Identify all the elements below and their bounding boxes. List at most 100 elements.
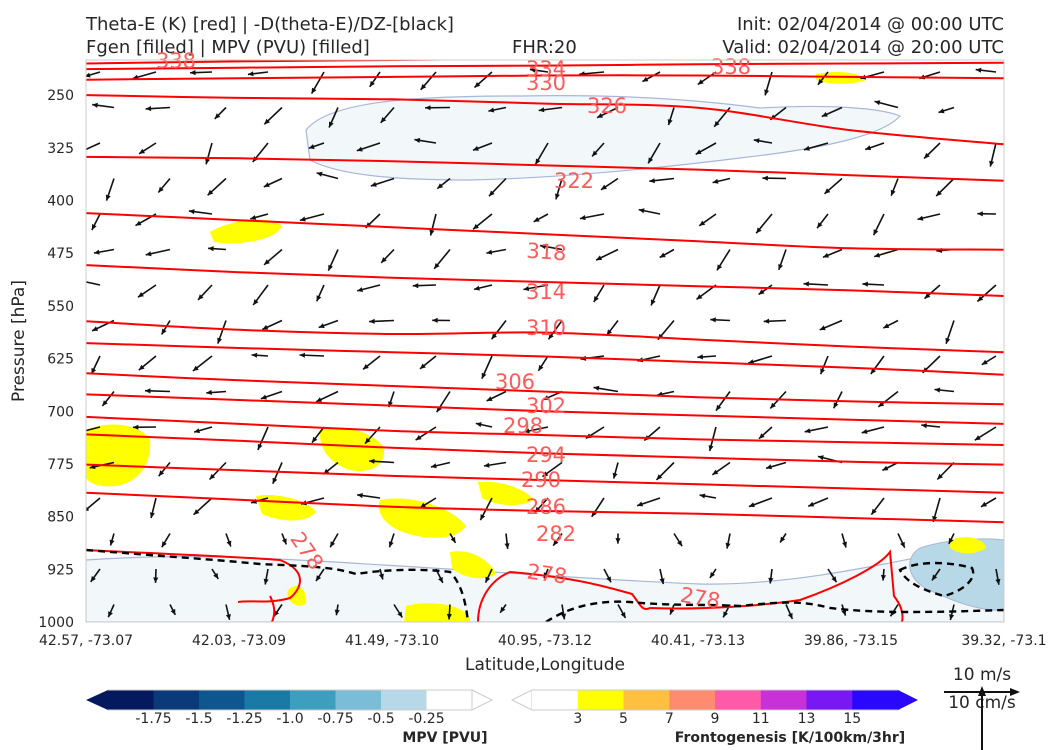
stability-contour xyxy=(545,600,1004,622)
wind-vector-head xyxy=(948,537,954,544)
wind-vector-head xyxy=(597,113,603,118)
wind-vector-head xyxy=(880,574,886,581)
fgen-colorbar-swatch xyxy=(623,690,670,710)
wind-vector-head xyxy=(138,364,145,371)
fgen-patch xyxy=(210,219,282,244)
contour-label: 326 xyxy=(587,94,627,118)
wind-vector-head xyxy=(697,79,704,85)
wind-vector-head xyxy=(491,333,497,340)
y-tick-label: 475 xyxy=(47,246,74,262)
wind-vector-head xyxy=(262,324,269,330)
wind-vector-head xyxy=(638,208,645,214)
mpv-colorbar-tick: -0.75 xyxy=(317,711,353,727)
wind-vector-head xyxy=(924,152,930,159)
contour-label: 290 xyxy=(521,468,561,492)
colorbars: -1.75 -1.5 -1.25 -1.0 -0.75 -0.5 -0.25 3 5 7 9 11 13… xyxy=(86,689,918,727)
wind-vector-head xyxy=(263,578,269,585)
wind-vector-head xyxy=(330,541,336,548)
fgen-patch xyxy=(950,537,986,554)
fgen-patch xyxy=(450,551,496,579)
fgen-patch xyxy=(319,427,385,472)
wind-vector-head xyxy=(316,295,322,302)
wind-vector-head xyxy=(808,501,815,507)
wind-vector-head xyxy=(206,389,212,395)
wind-vector-head xyxy=(989,160,995,167)
contour-label: 334 xyxy=(526,57,566,81)
wind-vector-head xyxy=(874,100,881,106)
wind-vector-head xyxy=(272,477,278,484)
wind-vector-head xyxy=(697,354,703,360)
theta-e-contour-294 xyxy=(86,415,1004,446)
wind-vector-head xyxy=(260,394,267,400)
wind-vector-head xyxy=(780,536,786,543)
fgen-colorbar-swatch xyxy=(532,690,579,710)
wind-vector-head xyxy=(606,329,612,336)
wind-vector-head xyxy=(412,283,419,289)
fgen-colorbar-swatch xyxy=(760,690,808,710)
theta-e-contours xyxy=(86,60,1004,622)
wind-vector-head xyxy=(677,540,683,547)
fgen-colorbar-tick: 13 xyxy=(798,711,816,727)
wind-vector-head xyxy=(696,294,703,300)
filled-contours xyxy=(86,72,1004,622)
wind-vector-head xyxy=(821,112,828,117)
wind-vector-head xyxy=(981,501,987,507)
wind-vector-head xyxy=(974,435,981,441)
wind-vector-head xyxy=(263,182,270,187)
wind-vector-head xyxy=(612,472,618,479)
wind-vector-head xyxy=(420,84,427,90)
axis-ticks: 250 325 400 475 550 625 700 775 850 925 1000 42.57,… xyxy=(38,88,1046,649)
wind-vector-head xyxy=(596,255,603,261)
wind-vector-head xyxy=(149,512,155,519)
y-tick-label: 925 xyxy=(47,562,74,578)
theta-e-contour-310 xyxy=(86,320,1004,354)
wind-vector-head xyxy=(489,190,495,197)
wind-vector-head xyxy=(188,209,195,215)
wind-vector-head xyxy=(529,67,536,73)
wind-vector-head xyxy=(824,188,831,194)
vector-key-wind: 10 m/s xyxy=(953,665,1011,685)
theta-e-contour-298 xyxy=(86,393,1004,425)
wind-vector-head xyxy=(253,299,259,305)
wind-vector-head xyxy=(105,194,111,201)
wind-vector-head xyxy=(264,259,270,265)
mpv-colorbar-tick: -0.5 xyxy=(367,711,394,727)
wind-vector-head xyxy=(369,318,375,324)
contour-label: 310 xyxy=(526,316,566,340)
wind-vector-head xyxy=(378,573,384,580)
wind-vector-head xyxy=(90,576,96,582)
fgen-patch xyxy=(86,424,151,487)
y-tick-label: 550 xyxy=(47,299,74,315)
circulation-vectors xyxy=(86,67,1001,621)
wind-vector-head xyxy=(523,286,530,292)
wind-vector-head xyxy=(823,252,829,258)
wind-vector-head xyxy=(311,87,317,94)
wind-vector-head xyxy=(437,183,444,189)
wind-vector-head xyxy=(593,296,599,302)
wind-vector-head xyxy=(538,107,545,113)
mpv-colorbar-tick: -1.75 xyxy=(135,711,171,727)
theta-e-contour-306 xyxy=(86,342,1004,376)
wind-vector-head xyxy=(161,328,167,335)
contour-label: 286 xyxy=(526,495,566,519)
wind-vector-head xyxy=(695,149,702,155)
mpv-colorbar-swatch xyxy=(199,690,245,710)
wind-vector-head xyxy=(873,229,879,236)
wind-vector-head xyxy=(883,323,890,329)
wind-vector-head xyxy=(481,372,487,379)
mpv-colorbar-swatch xyxy=(244,690,291,710)
mpv-colorbar-max-arrow xyxy=(471,689,494,711)
wind-vector-head xyxy=(936,190,942,197)
wind-vector-head xyxy=(369,458,375,464)
theta-e-contour-286 xyxy=(86,463,1004,494)
wind-vector-head xyxy=(620,612,626,618)
contour-label: 338 xyxy=(711,55,751,79)
wind-vector-head xyxy=(548,333,554,340)
wind-vector-head xyxy=(975,67,982,73)
wind-vector-head xyxy=(93,249,100,255)
y-tick-label: 400 xyxy=(47,194,74,210)
wind-vector-head xyxy=(648,157,654,164)
wind-vector-head xyxy=(579,215,586,221)
wind-vector-head xyxy=(709,572,716,578)
wind-vector-head xyxy=(161,541,167,548)
